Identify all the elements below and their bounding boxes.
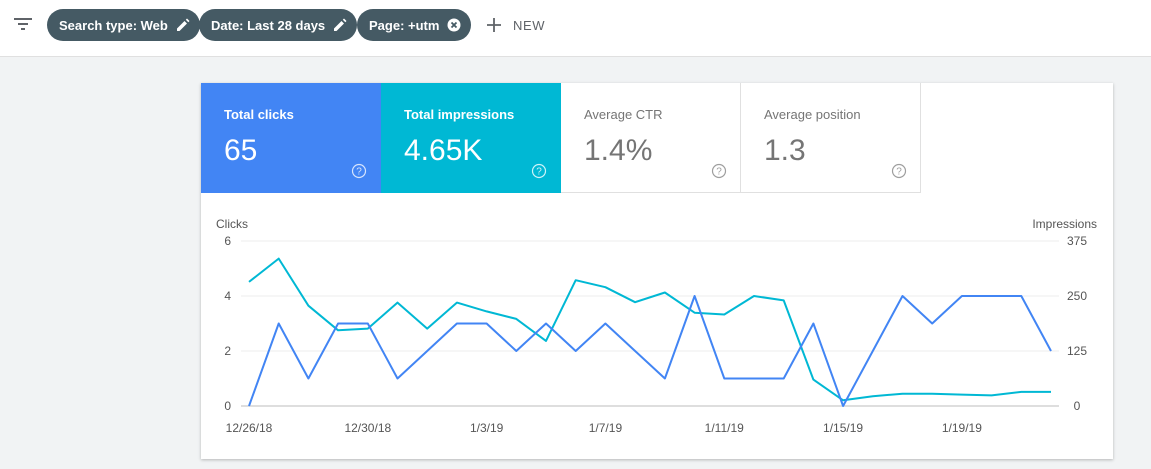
total-impressions-tile[interactable]: Total impressions 4.65K ? (381, 83, 561, 193)
x-tick-label: 1/15/19 (823, 421, 863, 435)
y-left-tick-label: 2 (224, 344, 231, 358)
x-tick-label: 12/30/18 (344, 421, 391, 435)
impressions-series-line (248, 257, 1051, 402)
right-axis-title: Impressions (1032, 217, 1097, 231)
average-ctr-tile[interactable]: Average CTR 1.4% ? (561, 83, 741, 193)
x-tick-label: 1/3/19 (470, 421, 504, 435)
y-left-tick-label: 6 (224, 234, 231, 248)
y-right-tick-label: 0 (1074, 399, 1081, 413)
svg-text:?: ? (536, 167, 542, 178)
page-chip[interactable]: Page: +utm (357, 9, 472, 41)
total-clicks-tile[interactable]: Total clicks 65 ? (201, 83, 381, 193)
y-right-tick-label: 250 (1067, 289, 1087, 303)
metric-label: Total clicks (224, 107, 294, 122)
metric-value: 65 (224, 134, 258, 167)
chip-label: Page: +utm (369, 17, 440, 33)
y-right-tick-label: 375 (1067, 234, 1087, 248)
svg-text:?: ? (716, 167, 722, 178)
search-type-chip[interactable]: Search type: Web (47, 9, 200, 41)
performance-chart: Clicks Impressions 0 2 4 6 0 125 250 375 12/26/1… (216, 217, 1097, 435)
x-tick-label: 1/19/19 (942, 421, 982, 435)
y-left-tick-label: 4 (224, 289, 231, 303)
help-icon[interactable]: ? (891, 163, 907, 179)
plus-icon (487, 18, 501, 32)
y-left-tick-label: 0 (224, 399, 231, 413)
chip-label: Date: Last 28 days (211, 17, 326, 33)
filter-toolbar: Search type: Web Date: Last 28 days Page… (0, 0, 1151, 57)
metric-label: Average CTR (584, 107, 663, 122)
help-icon[interactable]: ? (531, 163, 547, 179)
left-axis-title: Clicks (216, 217, 248, 231)
new-filter-label: NEW (513, 17, 546, 33)
metric-value: 1.3 (764, 134, 806, 167)
metric-label: Total impressions (404, 107, 515, 122)
help-icon[interactable]: ? (351, 163, 367, 179)
chip-label: Search type: Web (59, 17, 168, 33)
help-icon[interactable]: ? (711, 163, 727, 179)
performance-card: Total clicks 65 ? Total impressions 4.65… (201, 83, 1113, 459)
metric-value: 4.65K (404, 134, 483, 167)
average-position-tile[interactable]: Average position 1.3 ? (741, 83, 921, 193)
metric-label: Average position (764, 107, 861, 122)
filter-list-icon[interactable] (13, 16, 33, 32)
svg-text:?: ? (356, 167, 362, 178)
x-tick-label: 12/26/18 (226, 421, 273, 435)
x-tick-label: 1/11/19 (705, 421, 744, 435)
pencil-icon[interactable] (333, 18, 347, 32)
y-right-tick-label: 125 (1067, 344, 1087, 358)
close-circle-icon[interactable] (447, 18, 461, 32)
metric-value: 1.4% (584, 134, 653, 167)
date-chip[interactable]: Date: Last 28 days (199, 9, 358, 41)
pencil-icon[interactable] (176, 18, 190, 32)
add-filter-button[interactable]: NEW (485, 9, 545, 41)
x-tick-label: 1/7/19 (589, 421, 623, 435)
svg-text:?: ? (896, 167, 902, 178)
clicks-series-line (248, 295, 1052, 407)
